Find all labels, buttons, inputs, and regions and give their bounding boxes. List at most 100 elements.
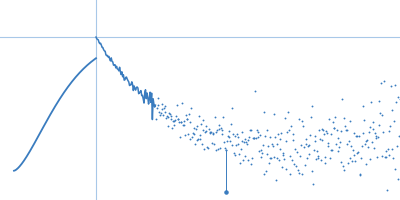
Point [162,104,168,108]
Point [260,111,267,114]
Point [298,144,304,147]
Point [326,118,332,121]
Point [306,144,312,147]
Point [232,154,238,157]
Point [234,132,240,135]
Point [219,128,226,131]
Point [158,112,164,115]
Point [181,123,188,126]
Point [321,161,328,164]
Point [156,110,162,114]
Point [245,138,252,141]
Point [375,136,381,139]
Point [287,154,294,158]
Point [270,156,277,159]
Point [176,120,182,124]
Point [244,142,250,145]
Point [184,117,190,121]
Point [190,126,197,129]
Point [282,139,289,143]
Point [309,105,316,108]
Point [273,143,280,146]
Point [382,155,388,158]
Point [177,121,184,124]
Point [295,168,301,171]
Point [194,124,200,127]
Point [314,149,320,152]
Point [285,110,291,113]
Point [185,133,191,136]
Point [169,126,175,130]
Point [351,153,358,157]
Point [206,128,212,131]
Point [178,121,184,124]
Point [213,149,220,152]
Point [397,98,400,101]
Point [356,173,363,176]
Point [385,153,392,156]
Point [170,119,177,122]
Point [332,116,338,119]
Point [252,89,258,93]
Point [243,141,249,144]
Point [238,147,244,151]
Point [367,125,374,128]
Point [353,135,359,138]
Point [278,132,284,135]
Point [240,158,246,162]
Point [174,104,180,107]
Point [339,97,345,100]
Point [357,172,364,176]
Point [160,113,166,117]
Point [246,135,252,139]
Point [175,117,182,120]
Point [225,136,232,139]
Point [153,118,159,121]
Point [353,135,360,138]
Point [195,138,201,141]
Point [331,126,338,130]
Point [337,130,344,133]
Point [241,137,248,140]
Point [193,127,199,131]
Point [359,144,365,147]
Point [198,122,204,126]
Point [335,136,342,139]
Point [302,164,308,167]
Point [338,160,344,163]
Point [233,144,239,147]
Point [244,158,251,162]
Point [364,139,370,142]
Point [258,148,264,151]
Point [302,137,309,140]
Point [352,159,358,162]
Point [340,164,346,167]
Point [262,135,268,138]
Point [324,132,330,135]
Point [316,128,322,131]
Point [275,132,281,135]
Point [370,120,376,123]
Point [182,133,188,136]
Point [155,97,162,100]
Point [385,147,391,151]
Point [272,136,278,139]
Point [296,172,303,175]
Point [360,132,366,135]
Point [347,119,354,123]
Point [202,129,209,133]
Point [336,146,342,149]
Point [212,130,219,134]
Point [225,135,231,138]
Point [163,117,169,120]
Point [207,131,214,134]
Point [190,132,196,135]
Point [211,143,217,146]
Point [236,152,242,155]
Point [363,162,370,166]
Point [235,142,242,145]
Point [231,151,237,154]
Point [327,156,333,159]
Point [394,144,400,147]
Point [263,169,269,173]
